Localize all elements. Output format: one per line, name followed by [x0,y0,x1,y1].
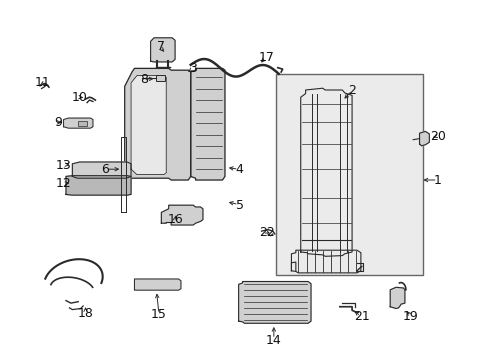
Polygon shape [238,282,310,323]
Text: 22: 22 [258,226,274,239]
Bar [78,121,87,126]
Text: 10: 10 [71,91,87,104]
Text: 3: 3 [189,62,197,75]
Polygon shape [150,38,175,62]
Polygon shape [134,279,181,290]
Text: 1: 1 [433,174,441,186]
Polygon shape [66,176,131,195]
Text: 9: 9 [54,116,61,129]
Polygon shape [63,118,93,128]
Text: 19: 19 [402,310,418,323]
Text: 13: 13 [56,159,71,172]
Text: 17: 17 [258,51,274,64]
Text: 11: 11 [35,76,51,89]
Bar [276,74,422,275]
Polygon shape [124,68,190,180]
Text: 6: 6 [101,163,109,176]
Text: 2: 2 [347,84,355,96]
Bar [156,75,165,81]
Text: 4: 4 [235,163,243,176]
Polygon shape [131,76,166,175]
Polygon shape [419,131,428,146]
Text: 15: 15 [151,309,166,321]
Text: 12: 12 [56,177,71,190]
Polygon shape [161,205,203,225]
Text: 18: 18 [78,307,93,320]
Polygon shape [72,162,131,178]
Text: 14: 14 [265,334,281,347]
Text: 8: 8 [140,73,148,86]
Text: 21: 21 [353,310,369,323]
Text: 16: 16 [168,213,183,226]
Text: 5: 5 [235,199,243,212]
Text: 7: 7 [157,40,165,53]
Polygon shape [190,68,224,180]
Text: 20: 20 [429,130,445,143]
Polygon shape [389,287,404,309]
